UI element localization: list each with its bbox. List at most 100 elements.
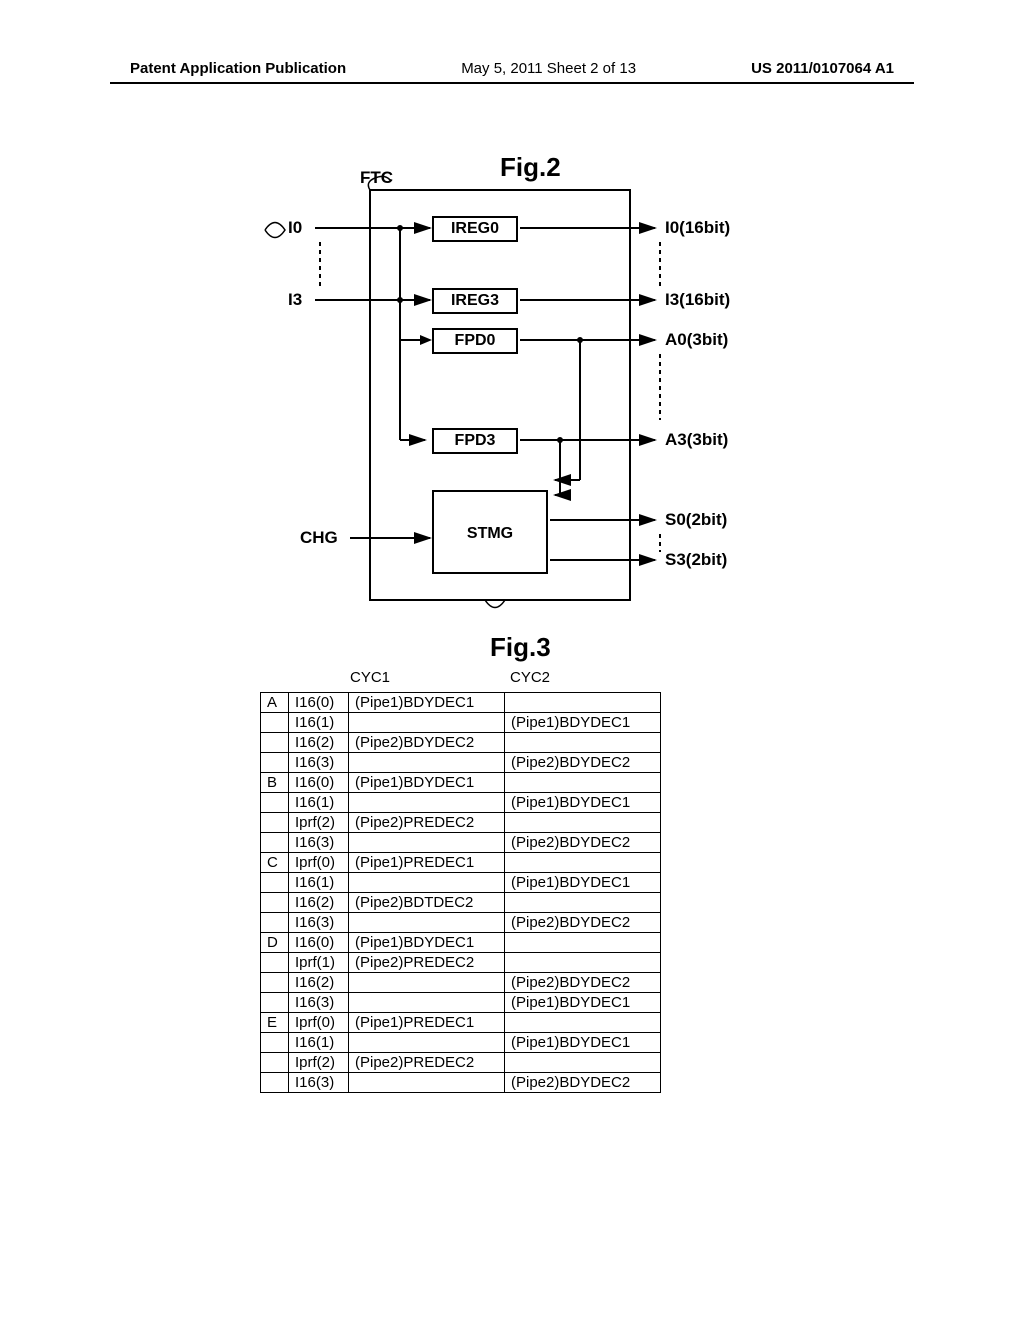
cyc1-cell: (Pipe2)BDYDEC2 — [349, 733, 505, 753]
cyc1-cell: (Pipe1)PREDEC1 — [349, 853, 505, 873]
fig3-column-headers: CYC1 CYC2 — [350, 669, 760, 686]
cyc2-cell — [505, 933, 661, 953]
group-cell — [261, 833, 289, 853]
out-s3: S3(2bit) — [665, 550, 727, 570]
cyc1-cell: (Pipe1)BDYDEC1 — [349, 773, 505, 793]
cyc1-cell — [349, 713, 505, 733]
header-center: May 5, 2011 Sheet 2 of 13 — [461, 60, 636, 77]
cyc2-cell: (Pipe1)BDYDEC1 — [505, 793, 661, 813]
group-cell: D — [261, 933, 289, 953]
cyc1-cell — [349, 833, 505, 853]
page-header: Patent Application Publication May 5, 20… — [0, 60, 1024, 77]
group-cell — [261, 873, 289, 893]
table-row: I16(3)(Pipe2)BDYDEC2 — [261, 1073, 661, 1093]
inst-cell: Iprf(1) — [289, 953, 349, 973]
table-row: AI16(0)(Pipe1)BDYDEC1 — [261, 693, 661, 713]
box-ireg3: IREG3 — [432, 288, 518, 314]
cyc2-cell — [505, 693, 661, 713]
inst-cell: I16(1) — [289, 713, 349, 733]
table-row: Iprf(1)(Pipe2)PREDEC2 — [261, 953, 661, 973]
cyc2-cell — [505, 733, 661, 753]
cyc1-cell — [349, 1073, 505, 1093]
inst-cell: Iprf(0) — [289, 853, 349, 873]
table-row: CIprf(0)(Pipe1)PREDEC1 — [261, 853, 661, 873]
inst-cell: I16(2) — [289, 973, 349, 993]
table-row: I16(1)(Pipe1)BDYDEC1 — [261, 713, 661, 733]
group-cell — [261, 913, 289, 933]
table-row: I16(3)(Pipe2)BDYDEC2 — [261, 913, 661, 933]
table-row: Iprf(2)(Pipe2)PREDEC2 — [261, 813, 661, 833]
group-cell — [261, 753, 289, 773]
group-cell: C — [261, 853, 289, 873]
group-cell — [261, 993, 289, 1013]
table-row: I16(2) (Pipe2)BDYDEC2 — [261, 973, 661, 993]
group-cell — [261, 713, 289, 733]
cyc2-cell — [505, 893, 661, 913]
group-cell — [261, 813, 289, 833]
cyc2-cell: (Pipe1)BDYDEC1 — [505, 1033, 661, 1053]
cyc2-cell — [505, 953, 661, 973]
cyc1-cell: (Pipe1)BDYDEC1 — [349, 933, 505, 953]
inst-cell: Iprf(0) — [289, 1013, 349, 1033]
cyc1-cell: (Pipe2)PREDEC2 — [349, 953, 505, 973]
cyc1-cell — [349, 873, 505, 893]
inst-cell: I16(3) — [289, 833, 349, 853]
cyc1-cell: (Pipe2)PREDEC2 — [349, 1053, 505, 1073]
cyc2-cell: (Pipe1)BDYDEC1 — [505, 993, 661, 1013]
group-cell — [261, 893, 289, 913]
box-fpd0: FPD0 — [432, 328, 518, 354]
header-left: Patent Application Publication — [130, 60, 346, 77]
out-a0: A0(3bit) — [665, 330, 728, 350]
out-i3: I3(16bit) — [665, 290, 730, 310]
cyc1-cell — [349, 973, 505, 993]
out-a3: A3(3bit) — [665, 430, 728, 450]
cyc2-cell: (Pipe2)BDYDEC2 — [505, 833, 661, 853]
cyc1-cell — [349, 753, 505, 773]
cyc2-cell — [505, 853, 661, 873]
header-cyc1: CYC1 — [350, 669, 510, 686]
header-right: US 2011/0107064 A1 — [751, 60, 894, 77]
cyc1-cell: (Pipe1)PREDEC1 — [349, 1013, 505, 1033]
cyc1-cell — [349, 793, 505, 813]
cyc2-cell: (Pipe2)BDYDEC2 — [505, 753, 661, 773]
input-i3: I3 — [288, 290, 302, 310]
group-cell — [261, 1033, 289, 1053]
cyc1-cell: (Pipe1)BDYDEC1 — [349, 693, 505, 713]
cyc2-cell: (Pipe1)BDYDEC1 — [505, 873, 661, 893]
cyc2-cell — [505, 1053, 661, 1073]
box-stmg: STMG — [432, 490, 548, 574]
group-cell: E — [261, 1013, 289, 1033]
table-row: I16(2)(Pipe2)BDTDEC2 — [261, 893, 661, 913]
group-cell — [261, 973, 289, 993]
cyc1-cell — [349, 913, 505, 933]
table-row: I16(2)(Pipe2)BDYDEC2 — [261, 733, 661, 753]
table-row: I16(3) (Pipe1)BDYDEC1 — [261, 993, 661, 1013]
cyc1-cell — [349, 993, 505, 1013]
table-row: DI16(0)(Pipe1)BDYDEC1 — [261, 933, 661, 953]
inst-cell: I16(2) — [289, 733, 349, 753]
table-row: I16(1) (Pipe1)BDYDEC1 — [261, 873, 661, 893]
out-s0: S0(2bit) — [665, 510, 727, 530]
group-cell — [261, 1073, 289, 1093]
group-cell — [261, 733, 289, 753]
inst-cell: I16(1) — [289, 1033, 349, 1053]
table-row: BI16(0)(Pipe1)BDYDEC1 — [261, 773, 661, 793]
input-chg: CHG — [300, 528, 338, 548]
header-rule — [110, 82, 914, 84]
table-row: I16(1) (Pipe1)BDYDEC1 — [261, 1033, 661, 1053]
inst-cell: I16(3) — [289, 993, 349, 1013]
cyc2-cell — [505, 813, 661, 833]
inst-cell: Iprf(2) — [289, 813, 349, 833]
cyc1-cell: (Pipe2)BDTDEC2 — [349, 893, 505, 913]
fig3-table: AI16(0)(Pipe1)BDYDEC1I16(1)(Pipe1)BDYDEC… — [260, 692, 661, 1093]
input-i0: I0 — [288, 218, 302, 238]
table-row: EIprf(0)(Pipe1)PREDEC1 — [261, 1013, 661, 1033]
group-cell: B — [261, 773, 289, 793]
cyc2-cell: (Pipe2)BDYDEC2 — [505, 973, 661, 993]
inst-cell: I16(1) — [289, 873, 349, 893]
inst-cell: I16(3) — [289, 913, 349, 933]
fig2-diagram: FTC I0 I3 CHG IREG0 IREG3 FPD0 FPD3 STMG… — [260, 150, 760, 610]
inst-cell: I16(3) — [289, 753, 349, 773]
table-row: I16(3) (Pipe2)BDYDEC2 — [261, 753, 661, 773]
group-cell — [261, 793, 289, 813]
